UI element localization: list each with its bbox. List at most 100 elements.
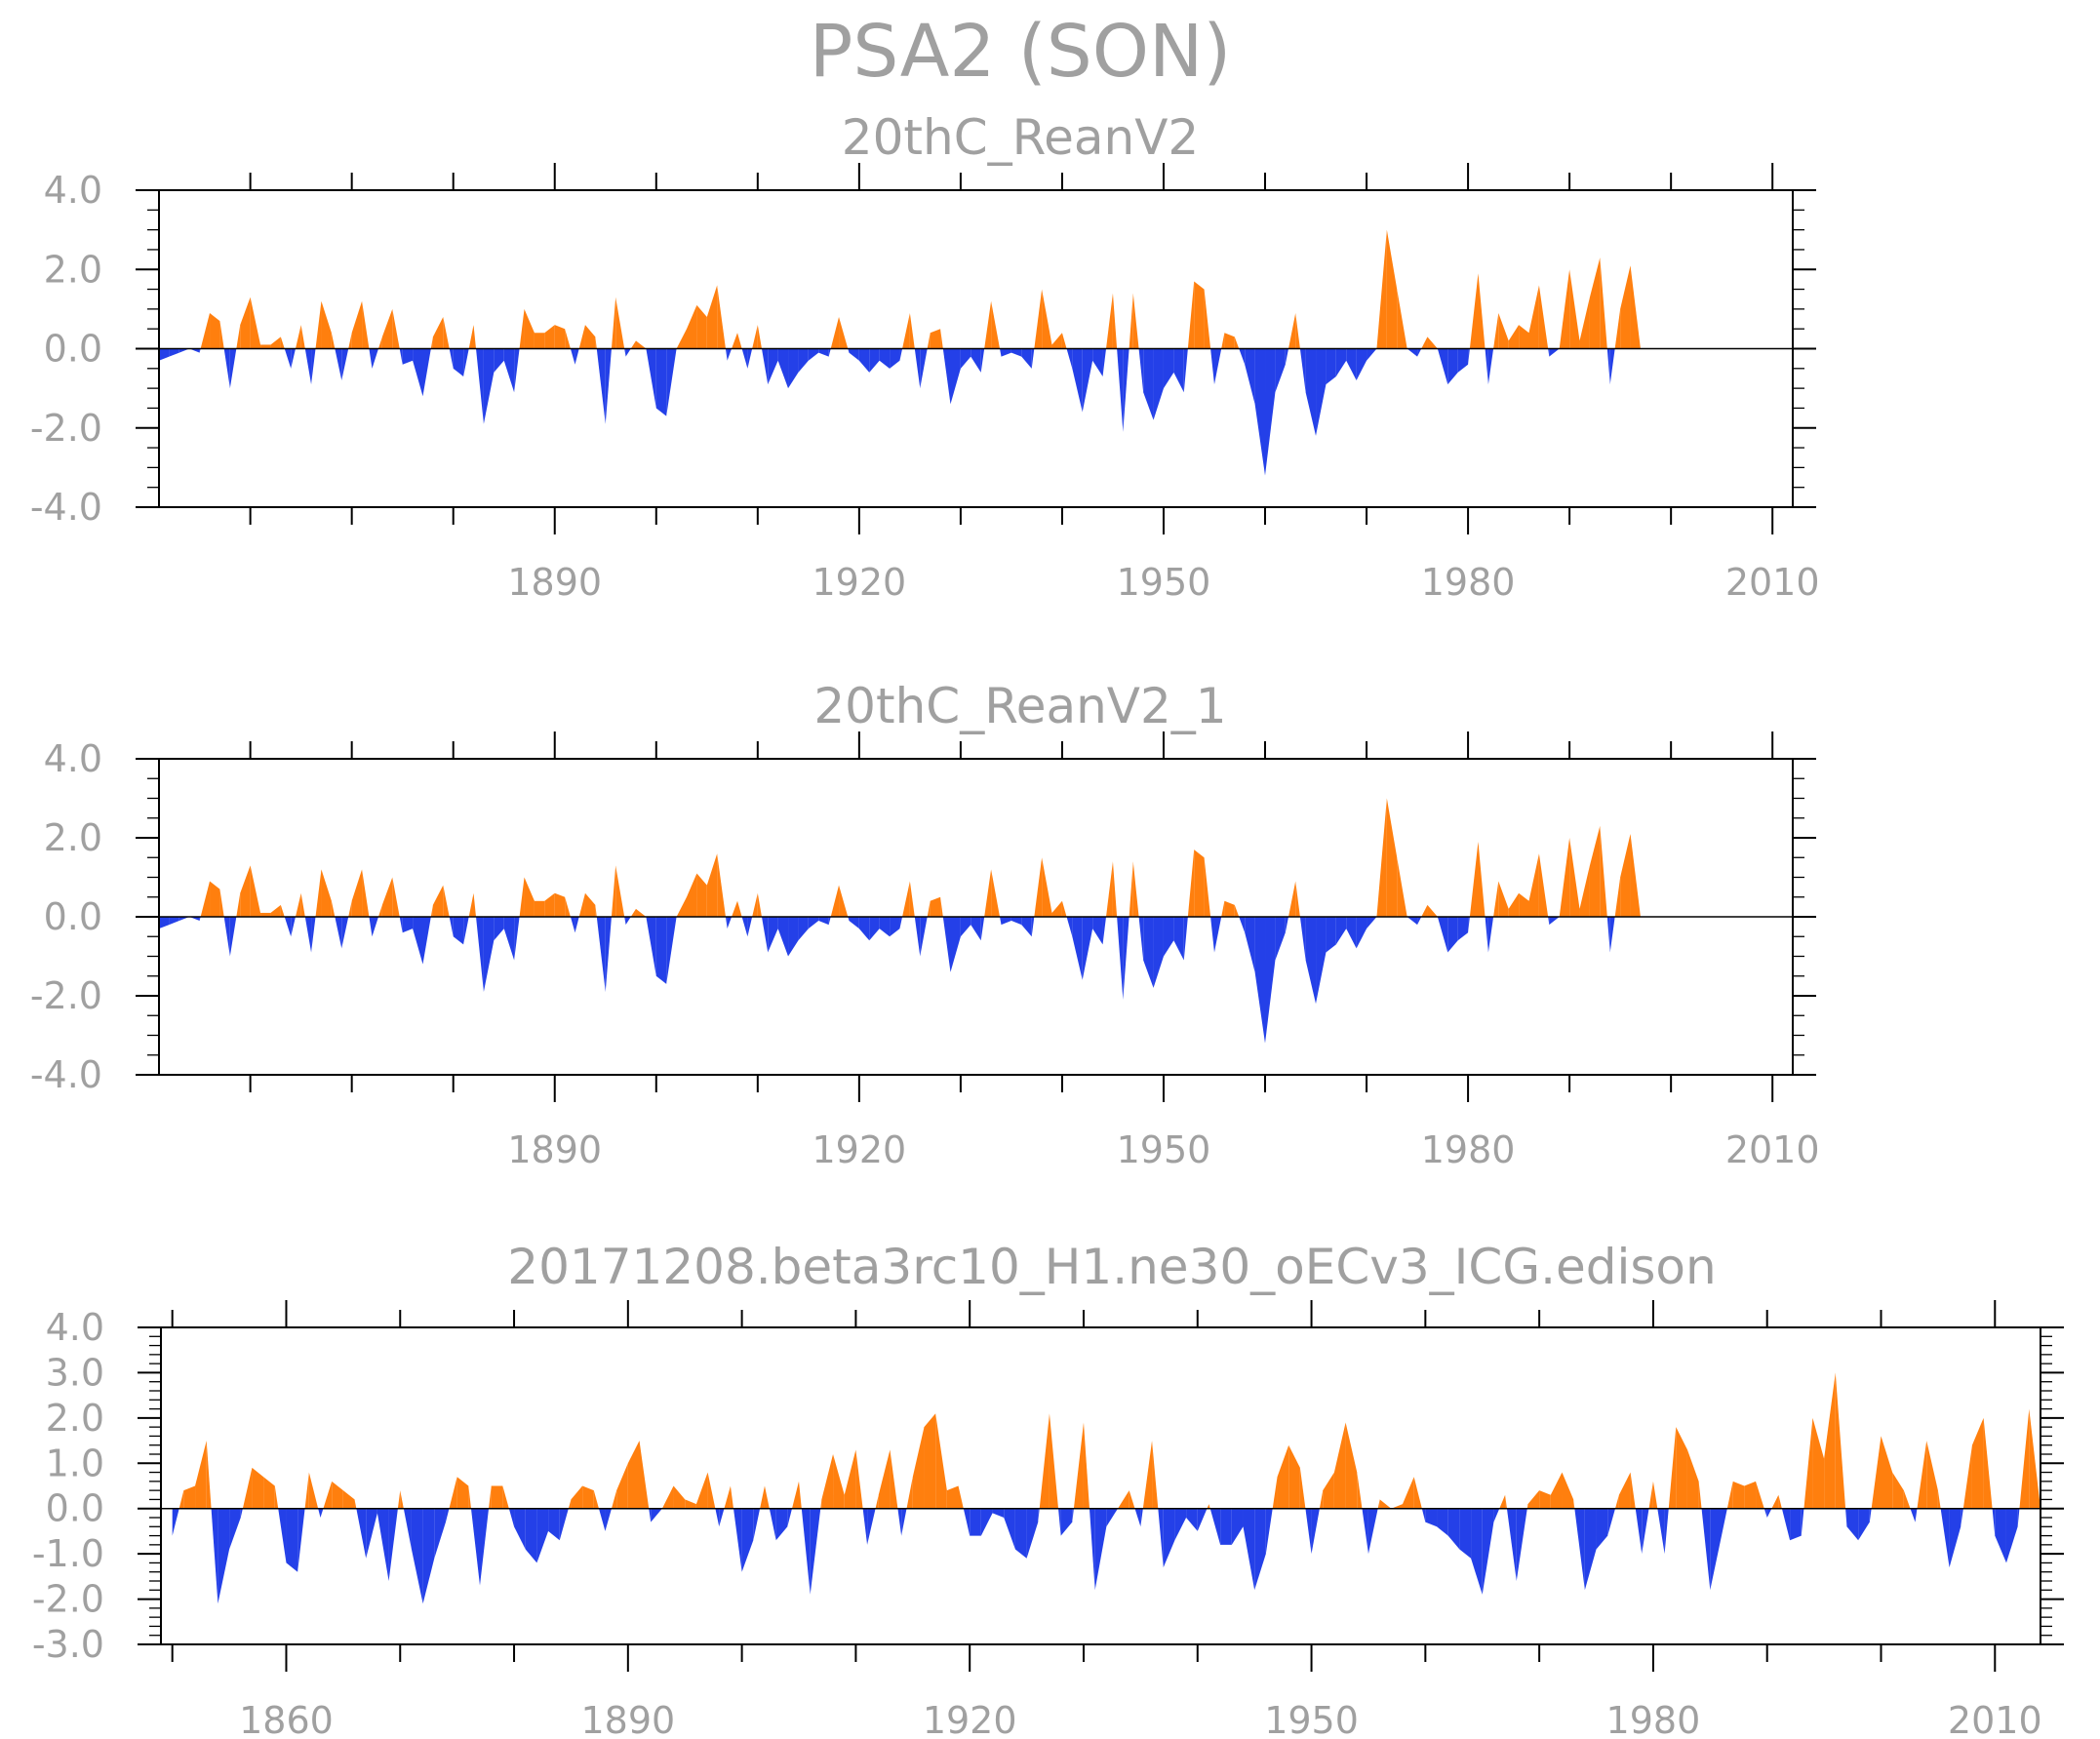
area-segment-1969 <box>1356 917 1367 949</box>
area-segment-1891 <box>565 329 571 349</box>
area-segment-1959 <box>1254 917 1266 1044</box>
x-tick-label: 1950 <box>1264 1699 1359 1739</box>
area-segment-1940 <box>1207 1504 1209 1509</box>
area-segment-1904 <box>696 304 707 349</box>
area-segment-1920 <box>858 348 870 373</box>
area-segment-1923 <box>1004 1508 1015 1550</box>
area-segment-1863 <box>284 348 292 369</box>
x-tick-label: 1920 <box>812 1128 906 1171</box>
area-segment-1911 <box>867 1508 876 1545</box>
area-segment-1912 <box>777 917 789 957</box>
area-segment-1911 <box>768 917 778 953</box>
area-segment-1994 <box>1812 1417 1825 1509</box>
area-segment-1937 <box>1034 857 1043 917</box>
area-segment-1862 <box>308 1472 319 1509</box>
area-segment-1889 <box>544 325 555 349</box>
area-segment-1946 <box>1129 293 1133 349</box>
area-segment-1917 <box>828 348 831 357</box>
area-segment-1893 <box>584 892 596 917</box>
area-segment-1931 <box>1094 1508 1107 1591</box>
area-segment-1952 <box>1183 348 1188 393</box>
area-segment-1973 <box>1573 1499 1575 1509</box>
area-segment-1946 <box>1272 1477 1278 1509</box>
area-segment-1968 <box>1516 1508 1527 1581</box>
area-segment-1937 <box>1031 348 1035 369</box>
area-segment-1894 <box>673 1485 686 1509</box>
area-segment-1927 <box>1049 1413 1059 1509</box>
area-segment-1944 <box>1243 1508 1255 1591</box>
area-segment-1897 <box>630 340 636 349</box>
area-segment-1863 <box>280 904 285 917</box>
area-segment-1864 <box>295 325 301 349</box>
area-segment-1960 <box>1265 348 1276 476</box>
y-tick-label: -2.0 <box>30 407 102 450</box>
area-segment-1955 <box>1221 900 1225 917</box>
area-segment-1990 <box>1766 1508 1772 1518</box>
area-segment-1929 <box>1072 1508 1074 1522</box>
area-segment-1930 <box>1083 1422 1090 1509</box>
area-segment-1988 <box>1549 917 1560 926</box>
area-segment-1885 <box>503 348 515 393</box>
area-segment-1925 <box>909 312 915 349</box>
area-segment-1939 <box>1051 333 1062 349</box>
area-segment-1897 <box>630 908 636 917</box>
area-segment-1881 <box>468 325 474 349</box>
area-segment-1996 <box>1845 1508 1847 1527</box>
area-segment-1956 <box>1379 1499 1392 1509</box>
area-segment-1924 <box>899 917 903 929</box>
area-segment-1901 <box>666 348 677 416</box>
x-tick-label: 1920 <box>923 1699 1017 1739</box>
area-segment-1861 <box>260 912 271 917</box>
area-segment-1908 <box>741 917 748 937</box>
area-segment-1963 <box>1299 348 1306 393</box>
area-segment-2002 <box>1910 1508 1916 1522</box>
area-segment-1957 <box>1234 336 1240 349</box>
area-segment-1894 <box>595 904 597 917</box>
area-segment-1890 <box>554 325 566 349</box>
area-segment-1874 <box>399 348 403 365</box>
area-segment-1925 <box>914 917 921 957</box>
area-segment-1982 <box>1487 917 1494 953</box>
area-segment-1854 <box>189 917 200 922</box>
area-segment-1954 <box>1204 857 1211 917</box>
area-segment-1954 <box>1357 1472 1363 1509</box>
x-tick-label: 1860 <box>239 1699 334 1739</box>
area-segment-1912 <box>777 348 789 389</box>
area-segment-1991 <box>1579 865 1590 917</box>
area-segment-1879 <box>443 317 450 349</box>
area-segment-1917 <box>828 917 831 926</box>
area-segment-1994 <box>1609 348 1615 385</box>
area-segment-1917 <box>935 1413 947 1509</box>
area-segment-1918 <box>848 917 850 922</box>
area-segment-1963 <box>1299 917 1306 961</box>
y-tick-label: -2.0 <box>30 974 102 1017</box>
panel-20thc-reanv2-1: 20thC_ReanV2_1 4.0 2.0 0.0 -2.0 -4.0 1890 1920… <box>30 678 1820 1171</box>
area-segment-1971 <box>1376 229 1387 349</box>
area-segment-1918 <box>848 348 850 353</box>
area-segment-1966 <box>1326 348 1336 385</box>
area-segment-1885 <box>503 917 515 961</box>
area-segment-1951 <box>1323 1472 1334 1509</box>
area-segment-2000 <box>1881 1436 1893 1509</box>
area-segment-1965 <box>1316 917 1327 1005</box>
area-segment-1864 <box>291 348 296 369</box>
area-segment-1881 <box>525 1508 537 1563</box>
area-segment-1919 <box>849 348 859 361</box>
area-segment-1881 <box>463 348 469 376</box>
area-segment-1907 <box>727 348 733 361</box>
area-segment-1911 <box>875 1494 879 1509</box>
area-segment-1888 <box>534 333 545 349</box>
area-segment-1852 <box>169 917 179 926</box>
area-segment-1861 <box>297 1508 305 1572</box>
area-segment-1874 <box>449 1477 457 1509</box>
y-tick-label: 2.0 <box>44 816 102 859</box>
area-segment-1911 <box>768 348 778 385</box>
x-tick-label: 1980 <box>1421 561 1516 604</box>
area-segment-1853 <box>178 348 190 353</box>
area-segment-1959 <box>1413 1477 1422 1509</box>
area-segment-1880 <box>453 917 464 945</box>
area-segment-1910 <box>757 325 762 349</box>
x-tick-label: 1980 <box>1421 1128 1516 1171</box>
area-segment-1888 <box>611 1490 617 1509</box>
area-segment-1913 <box>788 348 799 389</box>
